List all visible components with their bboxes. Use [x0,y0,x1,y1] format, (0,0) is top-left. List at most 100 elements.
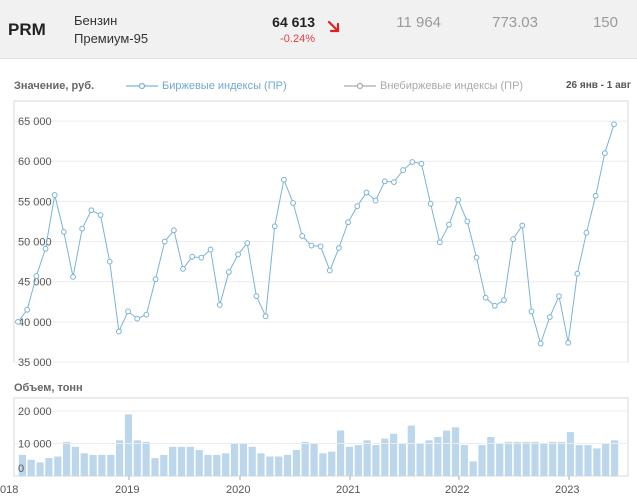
legend-item-exchange[interactable]: Биржевые индексы (ПР) [124,76,287,96]
volume-bar [45,458,53,476]
exchange-index-point [60,229,67,235]
volume-bar [54,456,62,476]
legend-item-otc[interactable]: Внебиржевые индексы (ПР) [342,76,523,96]
exchange-index-point [381,178,388,185]
volume-bar [98,454,106,476]
exchange-index-point [170,227,177,234]
volume-bar [116,440,124,477]
volume-bar [80,453,88,477]
last-price: 64 613 [272,14,315,30]
volume-bar [301,441,309,476]
volume-bar [434,437,442,476]
exchange-index-point [510,236,517,243]
exchange-index-point [326,267,333,274]
exchange-index-point [491,302,498,309]
legend-label-otc: Внебиржевые индексы (ПР) [380,80,524,92]
volume-tick-label: 10 000 [18,439,52,451]
x-tick-label: 2021 [336,484,360,496]
volume-bar [248,446,256,477]
volume-axis-title: Объем, тонн [14,382,83,394]
volume-bar [160,454,168,476]
volume-bar [354,445,362,476]
price-plot-frame [13,100,629,363]
volume-bar [177,446,186,477]
volume-bar [213,454,221,476]
exchange-index-point [336,245,342,251]
exchange-index-point [189,253,196,260]
exchange-index-point [556,293,562,300]
exchange-index-point [409,159,416,165]
exchange-index-point [161,238,168,245]
volume-bar [63,441,71,476]
exchange-index-point [501,297,507,304]
exchange-index-point [354,203,361,210]
volume-bar [186,446,194,477]
volume-bar [257,453,265,477]
y-tick-label: 35 000 [18,357,52,369]
volume-bar [513,441,521,476]
y-tick-label: 40 000 [18,317,52,329]
exchange-index-point [70,273,76,280]
exchange-index-point [97,212,104,218]
volume-bar [478,445,486,476]
exchange-index-point [400,167,407,173]
volume-bar [107,454,115,476]
period-range[interactable]: 26 янв - 1 авг [565,80,631,91]
volume-bar [540,443,548,476]
volume-bar [319,453,327,477]
volume-bar [602,443,610,476]
exchange-index-point [363,189,370,196]
volume-bar [328,451,336,476]
x-tick-label: 2023 [555,484,579,496]
exchange-index-point [601,150,608,157]
volume-bar [584,445,592,476]
instrument-name-line1: Бензин [74,13,118,28]
volume-bar [566,432,574,476]
exchange-index-point [537,340,544,347]
volume-bar [18,454,26,476]
exchange-index-point [592,192,599,199]
exchange-index-point [79,225,86,232]
x-tick-label: 2019 [115,484,139,496]
exchange-index-point [519,222,526,229]
exchange-index-line [17,124,615,346]
legend-label-exchange: Биржевые индексы (ПР) [162,80,287,92]
exchange-index-point [455,196,462,203]
volume-bar [292,450,300,476]
volume-bar [71,446,79,477]
volume-bar [204,454,212,476]
legend-marker-otc-icon [344,82,376,90]
exchange-index-point [391,179,397,186]
exchange-index-point [574,270,581,277]
exchange-index-point [198,254,205,261]
volume-bar [381,438,389,476]
exchange-index-point [262,313,269,320]
exchange-index-point [253,293,260,300]
instrument-row[interactable]: PRM Бензин Премиум-95 64 613 -0.24% 11 9… [0,0,637,59]
exchange-index-point [528,308,535,315]
volume-bar [133,440,141,477]
exchange-index-point [565,339,572,346]
volume-bar [575,445,583,476]
volume-bar [89,454,97,476]
trades-metric: 150 [592,14,618,31]
exchange-index-point [235,251,241,258]
volume-bar [496,443,504,476]
volume-bar [557,441,566,476]
exchange-index-point [216,302,223,308]
turnover-metric: 773.03 [492,14,538,31]
x-tick-label: 2022 [445,484,469,496]
exchange-index-point [24,306,31,313]
exchange-index-point [446,221,452,228]
x-tick-label: 018 [0,484,18,496]
exchange-index-point [152,276,159,283]
volume-bar [195,450,203,476]
volume-bar [124,414,133,477]
exchange-index-point [143,311,150,318]
volume-bar [460,445,468,476]
exchange-index-point [51,192,58,198]
volume-bar [398,443,406,476]
y-tick-label: 60 000 [18,156,52,168]
volume-bar [337,430,345,476]
